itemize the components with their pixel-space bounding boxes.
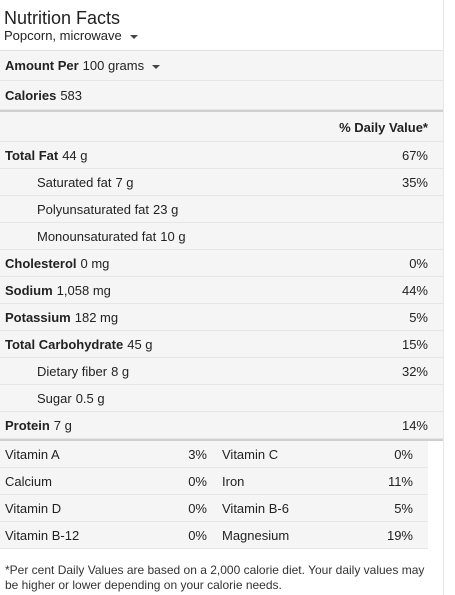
- calories-value: 583: [60, 88, 83, 103]
- chevron-down-icon: [129, 35, 138, 39]
- vitamin-cell: Calcium 0%: [0, 468, 208, 495]
- nutrient-row: Monounsaturated fat 10 g: [0, 223, 443, 250]
- vitamin-name: Calcium: [5, 474, 52, 489]
- vitamin-cell: Vitamin C 0%: [208, 441, 428, 468]
- nutrient-label: Monounsaturated fat: [37, 229, 157, 244]
- nutrient-label: Potassium: [5, 310, 71, 325]
- nutrient-amount: 45 g: [127, 337, 153, 352]
- amount-per-row: Amount Per 100 grams: [0, 51, 443, 81]
- vitamin-cell: Iron 11%: [208, 468, 428, 495]
- nutrient-daily-value: 44%: [401, 283, 428, 298]
- nutrient-daily-value: 5%: [409, 310, 428, 325]
- nutrient-row: Saturated fat 7 g 35%: [0, 169, 443, 196]
- nutrient-amount: 7 g: [53, 418, 72, 433]
- chevron-down-icon: [152, 64, 161, 69]
- nutrient-name-amount: Protein 7 g: [5, 412, 72, 438]
- nutrient-name-amount: Cholesterol 0 mg: [5, 250, 109, 276]
- nutrient-amount: 8 g: [111, 364, 130, 379]
- calories-label: Calories: [5, 88, 57, 103]
- nutrient-row: Polyunsaturated fat 23 g: [0, 196, 443, 223]
- nutrient-daily-value: 0%: [409, 256, 428, 271]
- nutrient-amount: 7 g: [115, 175, 134, 190]
- vitamin-name: Iron: [222, 474, 245, 489]
- nutrient-amount: 0.5 g: [75, 391, 105, 406]
- daily-value-header: % Daily Value*: [0, 110, 443, 142]
- nutrient-daily-value: 67%: [401, 148, 428, 163]
- nutrient-name-amount: Sodium 1,058 mg: [5, 277, 111, 303]
- nutrient-amount: 10 g: [160, 229, 186, 244]
- nutrient-label: Sugar: [37, 391, 72, 406]
- vitamin-cell: Magnesium 19%: [208, 522, 428, 549]
- nutrient-name-amount: Dietary fiber 8 g: [37, 358, 129, 384]
- vitamin-daily-value: 11%: [387, 474, 413, 489]
- vitamin-cell: Vitamin B-6 5%: [208, 495, 428, 522]
- nutrient-amount: 44 g: [62, 148, 88, 163]
- nutrient-list: Total Fat 44 g 67% Saturated fat 7 g 35% Polyu…: [0, 142, 443, 439]
- nutrient-label: Sodium: [5, 283, 53, 298]
- nutrient-row: Dietary fiber 8 g 32%: [0, 358, 443, 385]
- nutrient-label: Total Fat: [5, 148, 59, 163]
- nutrient-row: Protein 7 g 14%: [0, 412, 443, 439]
- vitamin-daily-value: 0%: [188, 501, 207, 516]
- nutrition-facts-panel: Nutrition Facts Popcorn, microwave Amoun…: [0, 0, 444, 595]
- vitamin-grid: Vitamin A 3% Vitamin C 0% Calcium 0% Iron 11% Vi…: [0, 439, 443, 549]
- nutrient-name-amount: Polyunsaturated fat 23 g: [37, 196, 178, 222]
- nutrient-name-amount: Total Carbohydrate 45 g: [5, 331, 153, 357]
- panel-title: Nutrition Facts: [4, 8, 121, 28]
- nutrient-name-amount: Total Fat 44 g: [5, 142, 88, 168]
- nutrient-label: Total Carbohydrate: [5, 337, 124, 352]
- nutrient-amount: 23 g: [153, 202, 179, 217]
- nutrient-row: Potassium 182 mg 5%: [0, 304, 443, 331]
- vitamin-cell: Vitamin D 0%: [0, 495, 208, 522]
- amount-label: Amount Per: [5, 57, 79, 73]
- nutrient-daily-value: 35%: [401, 175, 428, 190]
- vitamin-daily-value: 0%: [394, 447, 413, 462]
- vitamin-cell: Vitamin A 3%: [0, 441, 208, 468]
- nutrient-amount: 1,058 mg: [56, 283, 111, 298]
- food-selector[interactable]: Popcorn, microwave: [4, 28, 439, 44]
- vitamin-daily-value: 3%: [188, 447, 207, 462]
- footnote: *Per cent Daily Values are based on a 2,…: [5, 563, 425, 592]
- nutrition-header: Nutrition Facts Popcorn, microwave: [0, 0, 443, 51]
- nutrient-name-amount: Sugar 0.5 g: [37, 385, 105, 411]
- vitamin-daily-value: 0%: [188, 528, 207, 543]
- nutrient-daily-value: 15%: [401, 337, 428, 352]
- vitamin-daily-value: 19%: [386, 528, 413, 543]
- nutrient-name-amount: Monounsaturated fat 10 g: [37, 223, 186, 249]
- vitamin-daily-value: 5%: [394, 501, 413, 516]
- nutrient-amount: 182 mg: [74, 310, 119, 325]
- serving-selector[interactable]: Amount Per 100 grams: [5, 51, 161, 80]
- nutrient-row: Total Carbohydrate 45 g 15%: [0, 331, 443, 358]
- vitamin-name: Vitamin B-12: [5, 528, 80, 543]
- serving-unit: 100 grams: [82, 57, 145, 73]
- nutrient-label: Saturated fat: [37, 175, 112, 190]
- vitamin-name: Vitamin C: [222, 447, 279, 462]
- nutrient-row: Total Fat 44 g 67%: [0, 142, 443, 169]
- nutrient-label: Dietary fiber: [37, 364, 108, 379]
- nutrient-name-amount: Potassium 182 mg: [5, 304, 118, 330]
- vitamin-name: Magnesium: [222, 528, 290, 543]
- daily-value-label: % Daily Value*: [339, 120, 428, 135]
- nutrient-label: Protein: [5, 418, 50, 433]
- nutrient-row: Sugar 0.5 g: [0, 385, 443, 412]
- nutrient-daily-value: 14%: [401, 418, 428, 433]
- food-selector-label: Popcorn, microwave: [4, 28, 122, 43]
- vitamin-name: Vitamin B-6: [222, 501, 289, 516]
- vitamin-name: Vitamin D: [5, 501, 62, 516]
- nutrient-name-amount: Saturated fat 7 g: [37, 169, 134, 195]
- nutrient-row: Cholesterol 0 mg 0%: [0, 250, 443, 277]
- vitamin-name: Vitamin A: [5, 447, 60, 462]
- vitamin-cell: Vitamin B-12 0%: [0, 522, 208, 549]
- nutrient-label: Polyunsaturated fat: [37, 202, 150, 217]
- nutrient-row: Sodium 1,058 mg 44%: [0, 277, 443, 304]
- calories-row: Calories 583: [0, 81, 443, 110]
- nutrient-label: Cholesterol: [5, 256, 77, 271]
- nutrient-daily-value: 32%: [401, 364, 428, 379]
- vitamin-daily-value: 0%: [188, 474, 207, 489]
- nutrient-amount: 0 mg: [80, 256, 110, 271]
